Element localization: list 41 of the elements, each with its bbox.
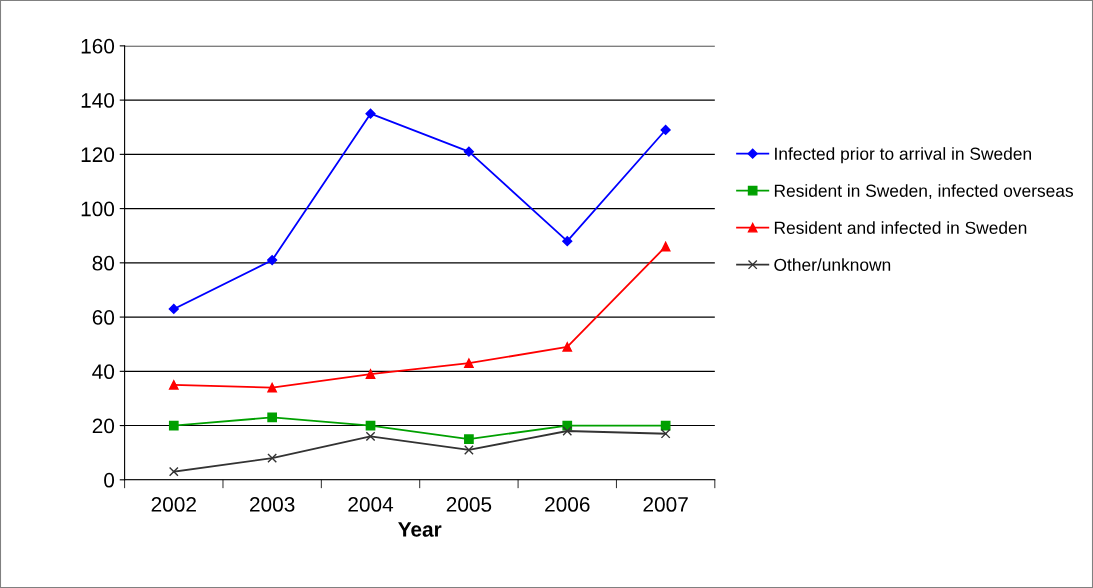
point: [168, 420, 179, 431]
x-tick-label: 2005: [446, 497, 492, 512]
point: [168, 303, 179, 315]
y-tick-label: 20: [92, 418, 115, 434]
point: [267, 382, 278, 393]
x-tick-label: 2006: [545, 497, 590, 512]
point: [464, 358, 474, 369]
x-tick-label: 2003: [250, 497, 295, 512]
point: [365, 369, 376, 379]
x-axis-title: Year: [398, 522, 442, 537]
y-tick-label: 60: [92, 310, 115, 325]
legend-label: Resident and infected in Sweden: [774, 221, 1027, 234]
point: [562, 426, 573, 436]
y-tick-label: 120: [81, 147, 115, 163]
point: [660, 241, 671, 252]
y-tick-label: 80: [92, 255, 115, 271]
point: [267, 412, 278, 423]
legend-label: Infected prior to arrival in Sweden: [775, 147, 1031, 164]
point: [464, 445, 474, 455]
point: [168, 380, 179, 390]
y-tick-label: 160: [81, 38, 115, 54]
point: [562, 236, 573, 247]
point: [365, 108, 376, 119]
point: [660, 124, 671, 136]
y-tick-label: 40: [92, 364, 115, 380]
point: [660, 428, 671, 439]
legend-label: Other/unknown: [774, 258, 891, 271]
point: [365, 431, 376, 442]
y-tick-label: 0: [104, 472, 115, 488]
point: [267, 453, 278, 463]
y-tick-label: 100: [81, 201, 115, 217]
x-tick-label: 2007: [643, 497, 688, 512]
point: [267, 255, 278, 266]
y-tick-label: 140: [81, 93, 115, 108]
point: [562, 342, 573, 352]
x-tick-label: 2002: [151, 497, 196, 512]
point: [168, 466, 179, 477]
point: [463, 146, 475, 157]
legend-label: Resident in Sweden, infected overseas: [774, 184, 1074, 199]
point: [464, 434, 474, 444]
x-tick-label: 2004: [348, 497, 394, 512]
